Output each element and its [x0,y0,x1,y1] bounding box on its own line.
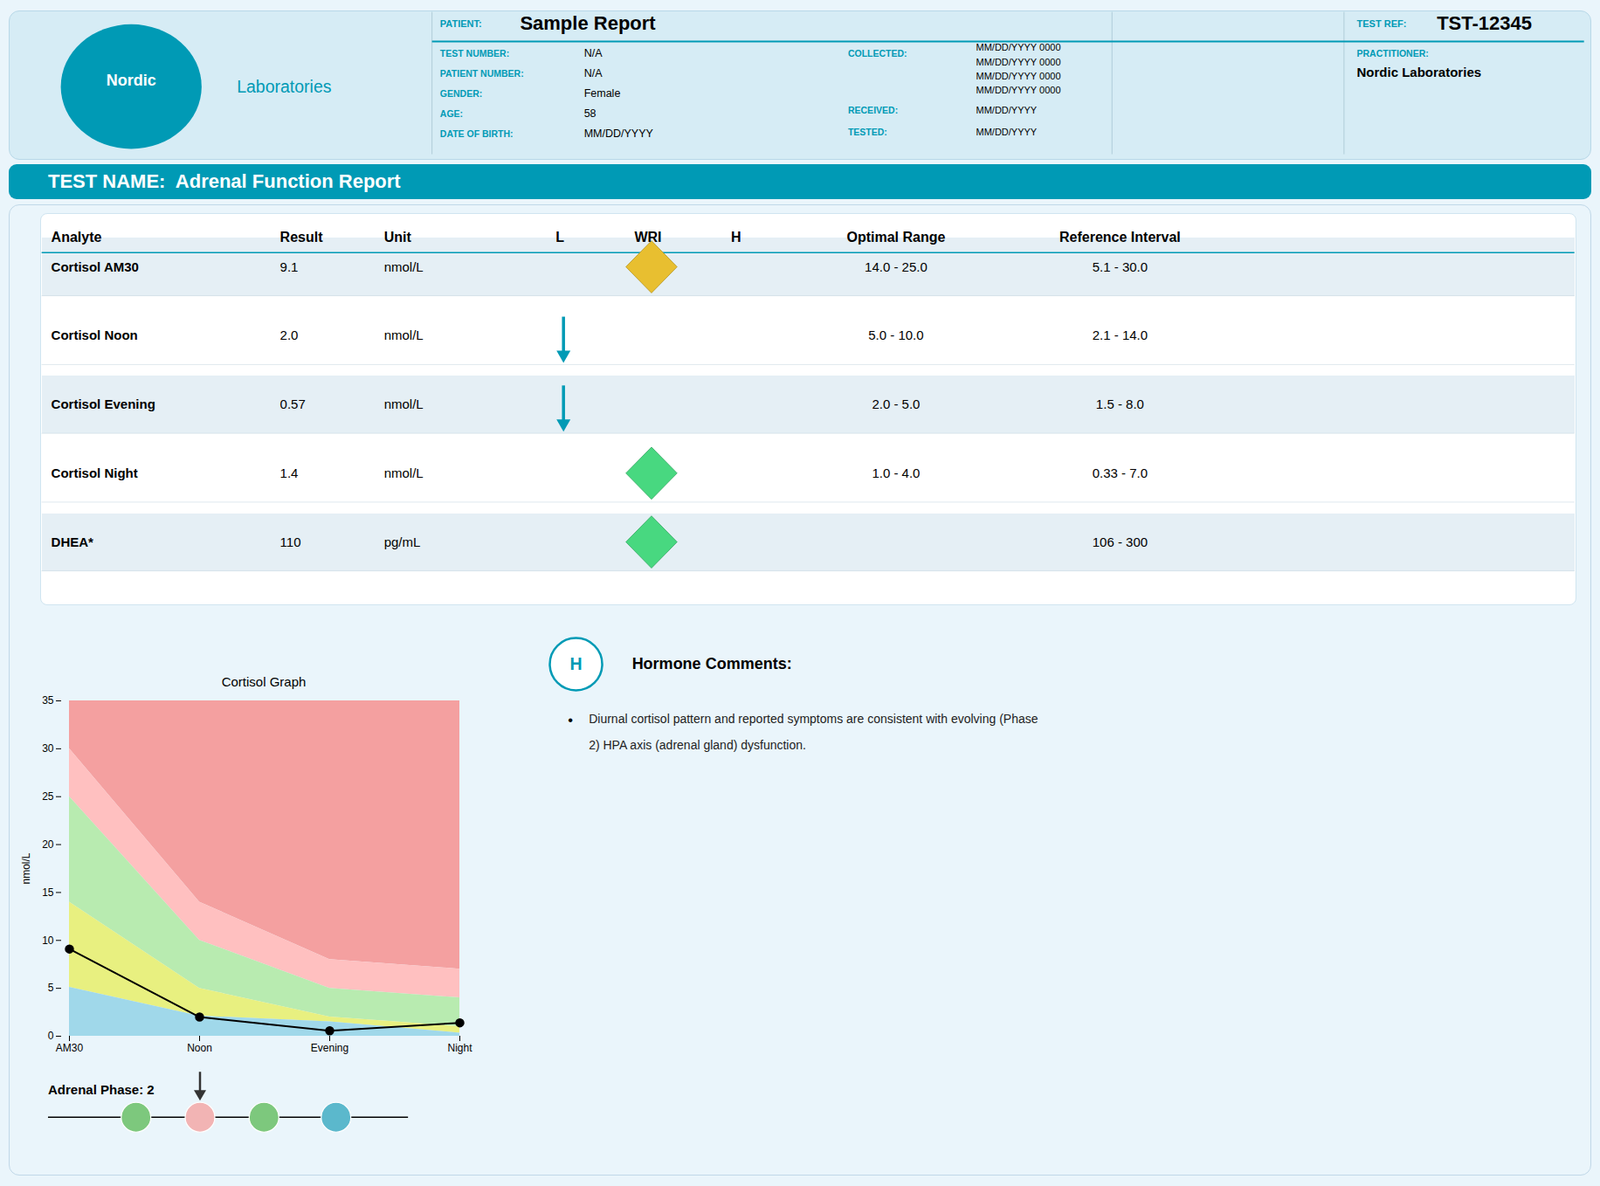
svg-text:25: 25 [41,790,55,803]
html-text:2.1 - 14.0: 2.1 - 14.0 [1092,328,1148,343]
html-text:MM/DD/YYYY: MM/DD/YYYY [975,126,1037,137]
html-text:Adrenal Phase: 2: Adrenal Phase: 2 [48,1082,155,1098]
html-text:Cortisol Night: Cortisol Night [51,465,138,481]
svg-text:10: 10 [41,934,55,947]
svg-text:35: 35 [41,694,55,707]
html-text:Female: Female [584,87,621,100]
html-text:58: 58 [584,107,597,120]
svg-text:20: 20 [41,838,55,851]
html-text:Cortisol AM30: Cortisol AM30 [51,259,139,275]
html-text:MM/DD/YYYY 0000: MM/DD/YYYY 0000 [975,41,1061,53]
html-text:MM/DD/YYYY: MM/DD/YYYY [584,127,654,140]
html-text:2.0 - 5.0: 2.0 - 5.0 [871,396,920,412]
html-text:Result: Result [280,229,323,245]
html-text:pg/mL: pg/mL [384,534,421,550]
html-text:5.0 - 10.0: 5.0 - 10.0 [868,328,924,343]
html-text:14.0 - 25.0: 14.0 - 25.0 [864,259,928,275]
html-text:L: L [555,229,565,245]
html-text:1.4: 1.4 [280,465,299,481]
html-text:H: H [569,654,583,674]
html-text:Cortisol Noon: Cortisol Noon [51,328,138,343]
html-text:Cortisol Evening: Cortisol Evening [51,396,156,412]
svg-text:Evening: Evening [310,1041,349,1055]
html-text:5.1 - 30.0: 5.1 - 30.0 [1092,259,1148,275]
html-text:RECEIVED:: RECEIVED: [848,105,898,116]
html-text:2.0: 2.0 [280,328,299,343]
html-text:Hormone Comments:: Hormone Comments: [631,655,792,673]
html-text:MM/DD/YYYY 0000: MM/DD/YYYY 0000 [975,70,1061,81]
html-text:COLLECTED:: COLLECTED: [848,48,908,59]
svg-text:Night: Night [447,1041,473,1055]
html-text:1.0 - 4.0: 1.0 - 4.0 [871,465,920,481]
html-text:N/A: N/A [584,67,603,80]
html-text:TEST NUMBER:: TEST NUMBER: [440,48,510,59]
html-text:DATE OF BIRTH:: DATE OF BIRTH: [440,128,514,140]
html-text:nmol/L: nmol/L [384,465,424,481]
html-text:110: 110 [280,534,301,550]
html-text:DHEA*: DHEA* [51,534,94,550]
html-text:Unit: Unit [384,229,412,245]
html-text:TESTED:: TESTED: [848,126,888,137]
html-text:MM/DD/YYYY 0000: MM/DD/YYYY 0000 [975,84,1061,96]
html-text:Sample Report: Sample Report [520,12,656,35]
html-text:PRACTITIONER:: PRACTITIONER: [1356,48,1429,59]
svg-text:15: 15 [41,886,55,899]
html-text:TEST REF:: TEST REF: [1356,18,1407,29]
html-text:Diurnal cortisol pattern and r: Diurnal cortisol pattern and reported sy… [588,711,1038,726]
html-text:nmol/L: nmol/L [384,328,424,343]
html-text:Nordic: Nordic [106,71,157,90]
html-text:2) HPA axis (adrenal gland) dy: 2) HPA axis (adrenal gland) dysfunction. [588,737,807,752]
svg-text:5: 5 [48,981,55,994]
svg-text:0: 0 [48,1029,55,1042]
html-text:PATIENT NUMBER:: PATIENT NUMBER: [440,68,524,79]
html-text:Reference Interval: Reference Interval [1059,229,1181,245]
html-text:PATIENT:: PATIENT: [440,18,482,29]
html-text:MM/DD/YYYY: MM/DD/YYYY [975,104,1037,116]
html-text:MM/DD/YYYY 0000: MM/DD/YYYY 0000 [975,56,1061,67]
svg-text:AM30: AM30 [55,1041,84,1055]
html-text:1.5 - 8.0: 1.5 - 8.0 [1095,396,1145,412]
html-text:Cortisol Graph: Cortisol Graph [221,674,306,690]
html-text:Laboratories: Laboratories [236,76,332,96]
html-text:nmol/L: nmol/L [384,259,424,275]
html-text:H: H [730,229,742,245]
html-text:106 - 300: 106 - 300 [1092,534,1148,550]
svg-text:nmol/L: nmol/L [20,852,33,884]
html-text:TST-12345: TST-12345 [1436,12,1532,35]
html-text:Optimal Range: Optimal Range [846,229,946,245]
html-text:Nordic Laboratories: Nordic Laboratories [1356,64,1482,80]
html-text:AGE:: AGE: [440,108,463,120]
html-text:Analyte: Analyte [51,229,102,245]
html-text:0.57: 0.57 [280,396,306,412]
svg-text:Noon: Noon [186,1041,213,1055]
html-text:TEST NAME: Adrenal Function Re: TEST NAME: Adrenal Function Report [48,170,401,193]
html-text:9.1: 9.1 [280,259,299,275]
html-text:nmol/L: nmol/L [384,396,424,412]
html-text:WRI: WRI [634,229,662,245]
html-text:N/A: N/A [584,47,603,60]
svg-text:30: 30 [41,742,55,755]
html-text:GENDER:: GENDER: [440,88,483,99]
html-text:0.33 - 7.0: 0.33 - 7.0 [1092,465,1148,481]
